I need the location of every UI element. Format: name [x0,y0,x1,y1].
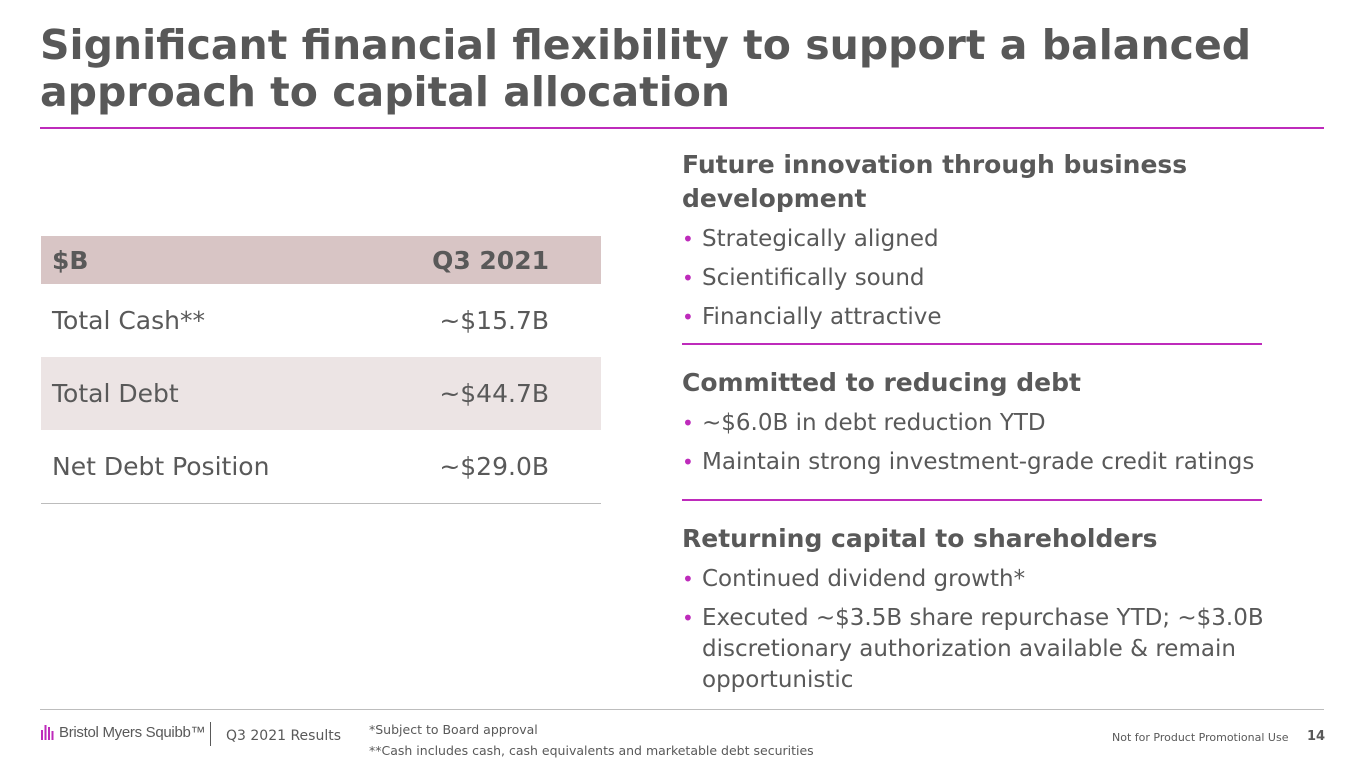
bullet-text: Financially attractive [702,304,942,330]
section-heading: Returning capital to shareholders [682,524,1158,553]
bullet-dot-icon: • [682,450,694,474]
row-label: Net Debt Position [41,430,383,504]
promo-notice: Not for Product Promotional Use [1112,731,1289,744]
bullet-dot-icon: • [682,606,694,630]
bullet-text: Strategically aligned [702,226,939,252]
logo-wordmark: Bristol Myers Squibb™ [59,723,206,741]
table-header-row: $B Q3 2021 [41,236,601,284]
footnotes: *Subject to Board approval **Cash includ… [369,719,814,761]
deck-name: Q3 2021 Results [226,728,342,744]
bullet-dot-icon: • [682,266,694,290]
row-value: ~$15.7B [439,306,549,335]
slide-title: Significant financial flexibility to sup… [40,21,1252,116]
bullet-dot-icon: • [682,305,694,329]
row-value: ~$29.0B [382,430,601,504]
bullet-dot-icon: • [682,567,694,591]
bullet-list: • Strategically aligned • Scientifically s… [682,224,1282,333]
priority-sections: Future innovation through business devel… [682,148,1282,696]
bullet-dot-icon: • [682,227,694,251]
company-logo: Bristol Myers Squibb™ [40,722,206,742]
bullet-text: Executed ~$3.5B share repurchase YTD; ~$… [702,605,1264,693]
footnote: **Cash includes cash, cash equivalents a… [369,743,814,758]
table-header-label: $B [41,236,383,284]
row-label: Total Debt [41,357,383,430]
table-row: Net Debt Position ~$29.0B [41,430,601,504]
bullet-dot-icon: • [682,411,694,435]
bullet-text: Continued dividend growth* [702,566,1026,592]
section-debt-reduction: Committed to reducing debt • ~$6.0B in de… [682,366,1282,478]
section-heading: Committed to reducing debt [682,368,1081,397]
section-divider [682,343,1262,345]
bullet-text: Scientifically sound [702,265,925,291]
list-item: • Scientifically sound [682,263,1282,294]
title-divider [40,127,1324,129]
row-label: Total Cash** [52,306,205,335]
section-divider [682,499,1262,501]
section-shareholder-returns: Returning capital to shareholders • Conti… [682,522,1282,696]
list-item: • Strategically aligned [682,224,1282,255]
table-row: Total Cash** ~$15.7B [41,284,601,357]
list-item: • Financially attractive [682,302,1282,333]
section-heading: Future innovation through business devel… [682,150,1188,213]
section-business-development: Future innovation through business devel… [682,148,1282,333]
bms-logo-icon [41,725,54,740]
bullet-list: • ~$6.0B in debt reduction YTD • Maintain … [682,408,1282,478]
page-number: 14 [1307,729,1326,744]
footer-divider [40,709,1324,710]
capital-table: $B Q3 2021 Total Cash** ~$15.7B Total De… [41,236,601,504]
list-item: • Continued dividend growth* [682,564,1282,595]
table-row: Total Debt ~$44.7B [41,357,601,430]
bullet-text: ~$6.0B in debt reduction YTD [702,410,1046,436]
table-header-period: Q3 2021 [382,236,601,284]
bullet-list: • Continued dividend growth* • Executed ~$… [682,564,1282,696]
footnote: *Subject to Board approval [369,722,538,737]
list-item: • ~$6.0B in debt reduction YTD [682,408,1282,439]
bullet-text: Maintain strong investment-grade credit … [702,449,1255,475]
footer-separator [210,722,211,746]
list-item: • Executed ~$3.5B share repurchase YTD; ~… [682,603,1282,696]
list-item: • Maintain strong investment-grade credit… [682,447,1282,478]
row-value: ~$44.7B [382,357,601,430]
